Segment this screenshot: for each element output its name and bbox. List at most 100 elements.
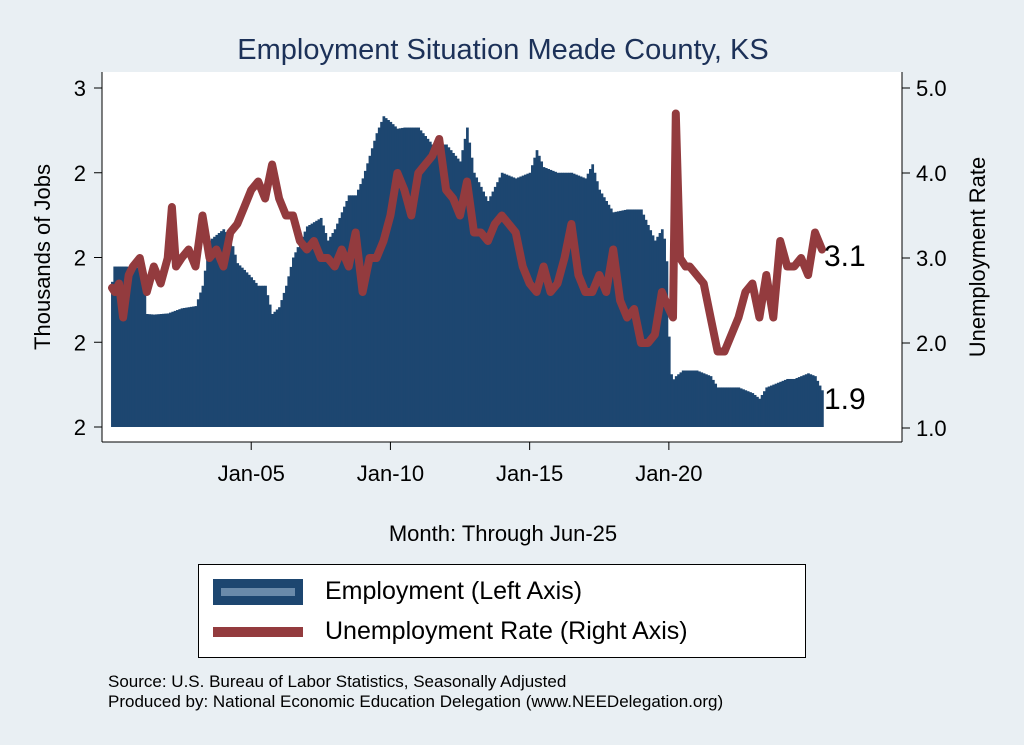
employment-bar bbox=[398, 128, 402, 428]
employment-bar bbox=[711, 379, 715, 427]
employment-bar bbox=[769, 385, 773, 427]
x-tick-label: Jan-20 bbox=[635, 461, 702, 486]
employment-bar bbox=[428, 141, 432, 428]
employment-bar bbox=[498, 177, 502, 427]
employment-bar bbox=[310, 223, 314, 427]
employment-bar bbox=[136, 267, 140, 427]
employment-bar bbox=[224, 232, 228, 427]
employment-bar bbox=[273, 311, 277, 427]
employment-bar bbox=[781, 380, 785, 427]
employment-bar bbox=[718, 387, 722, 427]
employment-bar bbox=[723, 387, 727, 427]
employment-bar bbox=[424, 136, 427, 427]
employment-bar bbox=[166, 313, 170, 427]
employment-bar bbox=[616, 211, 620, 427]
employment-bar bbox=[305, 226, 309, 427]
employment-bar bbox=[266, 295, 270, 427]
employment-bar bbox=[602, 197, 606, 427]
employment-bar bbox=[312, 222, 316, 427]
employment-bar bbox=[391, 124, 395, 427]
employment-bar bbox=[795, 378, 799, 427]
employment-bar bbox=[377, 127, 381, 428]
employment-bar bbox=[484, 196, 488, 427]
employment-bar bbox=[790, 378, 794, 427]
employment-bar bbox=[138, 267, 142, 427]
employment-bar bbox=[746, 391, 750, 427]
employment-bar bbox=[308, 225, 311, 427]
employment-bars bbox=[111, 116, 824, 428]
employment-bar bbox=[749, 392, 752, 427]
employment-bar bbox=[489, 196, 492, 427]
employment-bar bbox=[531, 165, 534, 427]
employment-bar bbox=[670, 374, 673, 427]
employment-bar bbox=[804, 374, 808, 427]
employment-bar bbox=[744, 390, 748, 427]
employment-bar bbox=[408, 127, 411, 428]
employment-bar bbox=[148, 314, 151, 427]
employment-bar bbox=[732, 387, 736, 427]
employment-bar bbox=[716, 387, 720, 427]
y-right-tick-label: 1.0 bbox=[916, 416, 947, 441]
employment-bar bbox=[505, 174, 509, 427]
employment-bar bbox=[640, 209, 643, 427]
employment-bar bbox=[382, 116, 386, 427]
employment-bar bbox=[730, 387, 734, 427]
employment-bar bbox=[714, 383, 718, 427]
employment-bar bbox=[185, 307, 189, 427]
employment-bar bbox=[526, 173, 530, 427]
x-tick-label: Jan-10 bbox=[357, 461, 424, 486]
employment-bar bbox=[201, 285, 205, 427]
y-left-tick-label: 2 bbox=[74, 246, 86, 271]
employment-bar bbox=[665, 261, 669, 427]
employment-bar bbox=[271, 314, 274, 427]
employment-bar bbox=[292, 257, 295, 427]
y-left-tick-label: 3 bbox=[74, 76, 86, 101]
employment-bar bbox=[363, 170, 367, 427]
employment-bar bbox=[438, 144, 441, 427]
employment-bar bbox=[763, 391, 766, 427]
employment-bar bbox=[206, 255, 209, 427]
employment-bar bbox=[350, 195, 353, 427]
legend-item-unemployment: Unemployment Rate (Right Axis) bbox=[213, 617, 688, 646]
chart-title: Employment Situation Meade County, KS bbox=[237, 34, 768, 66]
employment-bar bbox=[705, 374, 708, 427]
employment-bar bbox=[234, 254, 237, 427]
employment-bar bbox=[642, 214, 646, 427]
employment-bar bbox=[649, 230, 653, 427]
employment-bar bbox=[303, 231, 307, 427]
employment-bar bbox=[287, 276, 291, 427]
employment-bar bbox=[340, 212, 344, 427]
employment-bar bbox=[709, 376, 713, 427]
employment-bar bbox=[356, 189, 360, 427]
axes: 2 2 2 2 3 1.0 2.0 3.0 4.0 5.0 Jan-05 Jan-10 Jan-15 Ja… bbox=[74, 72, 947, 486]
employment-bar bbox=[426, 138, 430, 427]
employment-bar bbox=[767, 386, 771, 427]
y-axis-left-title: Thousands of Jobs bbox=[30, 164, 55, 350]
employment-bar bbox=[245, 272, 249, 427]
employment-bar bbox=[182, 307, 186, 427]
y-left-tick-label: 2 bbox=[74, 415, 86, 440]
employment-bar bbox=[563, 172, 567, 427]
employment-bar bbox=[289, 266, 293, 427]
x-tick-label: Jan-15 bbox=[496, 461, 563, 486]
employment-bar bbox=[510, 176, 513, 427]
legend: Employment (Left Axis) Unemployment Rate… bbox=[198, 564, 806, 658]
employment-bar bbox=[194, 306, 198, 427]
employment-bar bbox=[122, 266, 126, 427]
employment-bar bbox=[180, 308, 184, 427]
employment-bar bbox=[672, 379, 676, 427]
employment-bar bbox=[222, 229, 226, 427]
x-tick-label: Jan-05 bbox=[218, 461, 285, 486]
employment-bar bbox=[802, 375, 806, 427]
employment-bar bbox=[702, 373, 706, 427]
employment-bar bbox=[449, 150, 453, 427]
end-label-unemployment: 3.1 bbox=[824, 240, 866, 273]
employment-bar bbox=[131, 267, 135, 427]
employment-bar bbox=[695, 370, 699, 427]
employment-bar bbox=[528, 172, 532, 427]
employment-bar bbox=[375, 133, 379, 427]
y-right-tick-label: 5.0 bbox=[916, 76, 947, 101]
employment-bar bbox=[556, 172, 560, 427]
employment-bar bbox=[285, 285, 288, 427]
